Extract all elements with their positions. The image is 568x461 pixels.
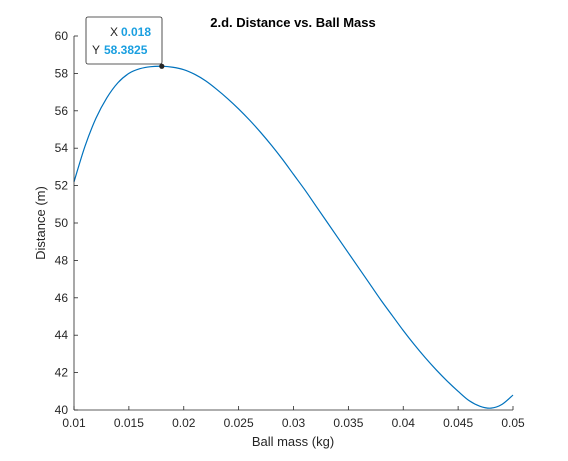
- x-tick-label: 0.035: [333, 416, 363, 430]
- datatip-y-label: Y: [92, 43, 100, 57]
- plot-area: [74, 36, 513, 410]
- y-tick-label: 60: [55, 29, 69, 43]
- x-tick-label: 0.02: [172, 416, 196, 430]
- y-tick-label: 46: [55, 291, 69, 305]
- x-tick-label: 0.045: [443, 416, 473, 430]
- datatip-y-value: 58.3825: [104, 43, 148, 57]
- y-tick-label: 56: [55, 104, 69, 118]
- y-tick-label: 52: [55, 179, 69, 193]
- y-tick-label: 54: [55, 141, 69, 155]
- y-tick-label: 50: [55, 216, 69, 230]
- y-tick-label: 48: [55, 253, 69, 267]
- y-tick-label: 42: [55, 366, 69, 380]
- x-tick-label: 0.025: [224, 416, 254, 430]
- datatip[interactable]: X 0.018 Y 58.3825: [85, 16, 165, 69]
- y-tick-label: 58: [55, 66, 69, 80]
- x-tick-label: 0.015: [114, 416, 144, 430]
- datatip-x-label: X: [110, 25, 118, 39]
- axes-box: [73, 36, 513, 411]
- y-tick-label: 40: [55, 403, 69, 417]
- x-tick-label: 0.05: [501, 416, 525, 430]
- datatip-x-value: 0.018: [121, 25, 151, 39]
- y-tick-label: 44: [55, 328, 69, 342]
- chart-title: 2.d. Distance vs. Ball Mass: [210, 15, 375, 30]
- y-axis-label: Distance (m): [33, 186, 48, 260]
- datatip-marker: [159, 63, 165, 69]
- x-axis-label: Ball mass (kg): [252, 434, 334, 449]
- series-line[interactable]: [73, 65, 514, 409]
- x-tick-label: 0.04: [392, 416, 416, 430]
- x-tick-label: 0.01: [62, 416, 86, 430]
- datatip-box: [85, 16, 163, 65]
- x-tick-label: 0.03: [282, 416, 306, 430]
